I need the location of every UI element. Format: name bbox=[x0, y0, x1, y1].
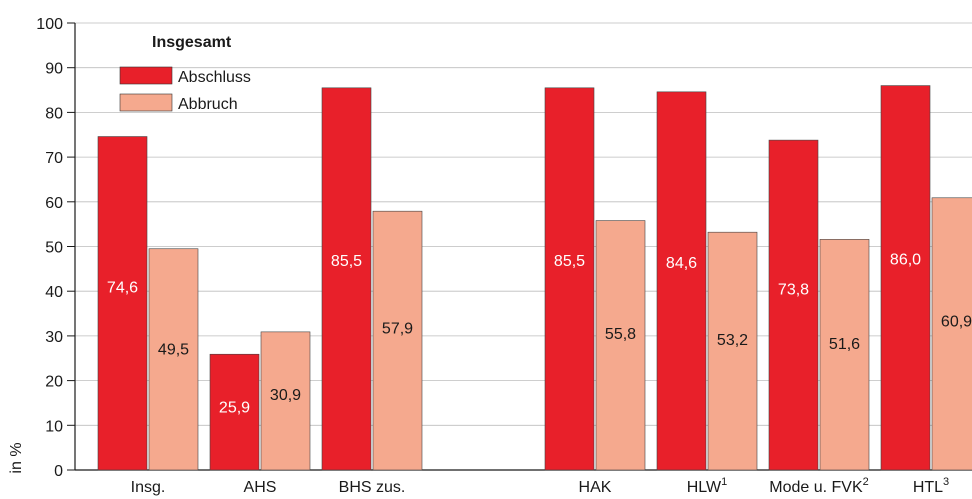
value-label: 85,5 bbox=[554, 253, 585, 270]
value-label: 57,9 bbox=[382, 321, 413, 338]
y-axis-label: in % bbox=[8, 442, 25, 473]
value-label: 49,5 bbox=[158, 341, 189, 358]
legend-swatch-abschluss bbox=[119, 66, 173, 85]
value-labels: 74,6 49,5 25,9 30,9 85,5 57,9 85,5 55,8 84,6 53,2… bbox=[107, 252, 972, 417]
y-axis: 0 10 20 30 40 50 60 70 80 90 100 bbox=[36, 16, 76, 480]
category-label: AHS bbox=[244, 479, 277, 496]
y-tick-label: 30 bbox=[45, 329, 63, 346]
bar-abschluss-1 bbox=[209, 353, 260, 471]
y-tick-label: 70 bbox=[45, 150, 63, 167]
bar-abbruch-1 bbox=[260, 331, 311, 471]
bar-abschluss-5 bbox=[768, 139, 819, 471]
category-label: HLW1 bbox=[687, 476, 728, 496]
bar-abschluss-3 bbox=[544, 87, 595, 471]
legend-label-abbruch: Abbruch bbox=[178, 96, 238, 113]
category-labels: Insg. AHS BHS zus. HAK HLW1 Mode u. FVK2 HTL3 bbox=[131, 476, 950, 496]
bar-abschluss-2 bbox=[321, 87, 372, 471]
category-label: Insg. bbox=[131, 479, 166, 496]
value-label: 30,9 bbox=[270, 387, 301, 404]
bar-abbruch-2 bbox=[372, 210, 423, 471]
bar-abschluss-6 bbox=[880, 85, 931, 471]
value-label: 73,8 bbox=[778, 282, 809, 299]
bar-abbruch-0 bbox=[148, 248, 199, 471]
category-label: Mode u. FVK2 bbox=[769, 476, 869, 496]
bars bbox=[97, 85, 972, 471]
legend: Insgesamt Abschluss Abbruch bbox=[119, 34, 251, 113]
bar-abschluss-0 bbox=[97, 136, 148, 471]
y-tick-label: 80 bbox=[45, 105, 63, 122]
value-label: 25,9 bbox=[219, 399, 250, 416]
value-label: 74,6 bbox=[107, 280, 138, 297]
bar-abbruch-3 bbox=[595, 220, 646, 471]
y-tick-label: 90 bbox=[45, 61, 63, 78]
value-label: 85,5 bbox=[331, 253, 362, 270]
y-tick-label: 100 bbox=[36, 16, 63, 33]
category-label: HAK bbox=[579, 479, 612, 496]
bar-abbruch-5 bbox=[819, 239, 870, 471]
y-tick-label: 40 bbox=[45, 284, 63, 301]
bar-abbruch-4 bbox=[707, 231, 758, 471]
value-label: 84,6 bbox=[666, 255, 697, 272]
value-label: 60,9 bbox=[941, 313, 972, 330]
category-label: HTL3 bbox=[913, 476, 949, 496]
legend-label-abschluss: Abschluss bbox=[178, 69, 251, 86]
y-tick-label: 20 bbox=[45, 374, 63, 391]
y-tick-label: 50 bbox=[45, 240, 63, 257]
category-label: BHS zus. bbox=[339, 479, 406, 496]
value-label: 51,6 bbox=[829, 336, 860, 353]
bar-abbruch-6 bbox=[931, 197, 972, 471]
value-label: 86,0 bbox=[890, 252, 921, 269]
bar-abschluss-4 bbox=[656, 91, 707, 471]
legend-title: Insgesamt bbox=[152, 34, 232, 51]
value-label: 53,2 bbox=[717, 332, 748, 349]
y-tick-label: 10 bbox=[45, 418, 63, 435]
y-tick-label: 60 bbox=[45, 195, 63, 212]
value-label: 55,8 bbox=[605, 326, 636, 343]
y-tick-label: 0 bbox=[54, 463, 63, 480]
legend-swatch-abbruch bbox=[119, 93, 173, 112]
